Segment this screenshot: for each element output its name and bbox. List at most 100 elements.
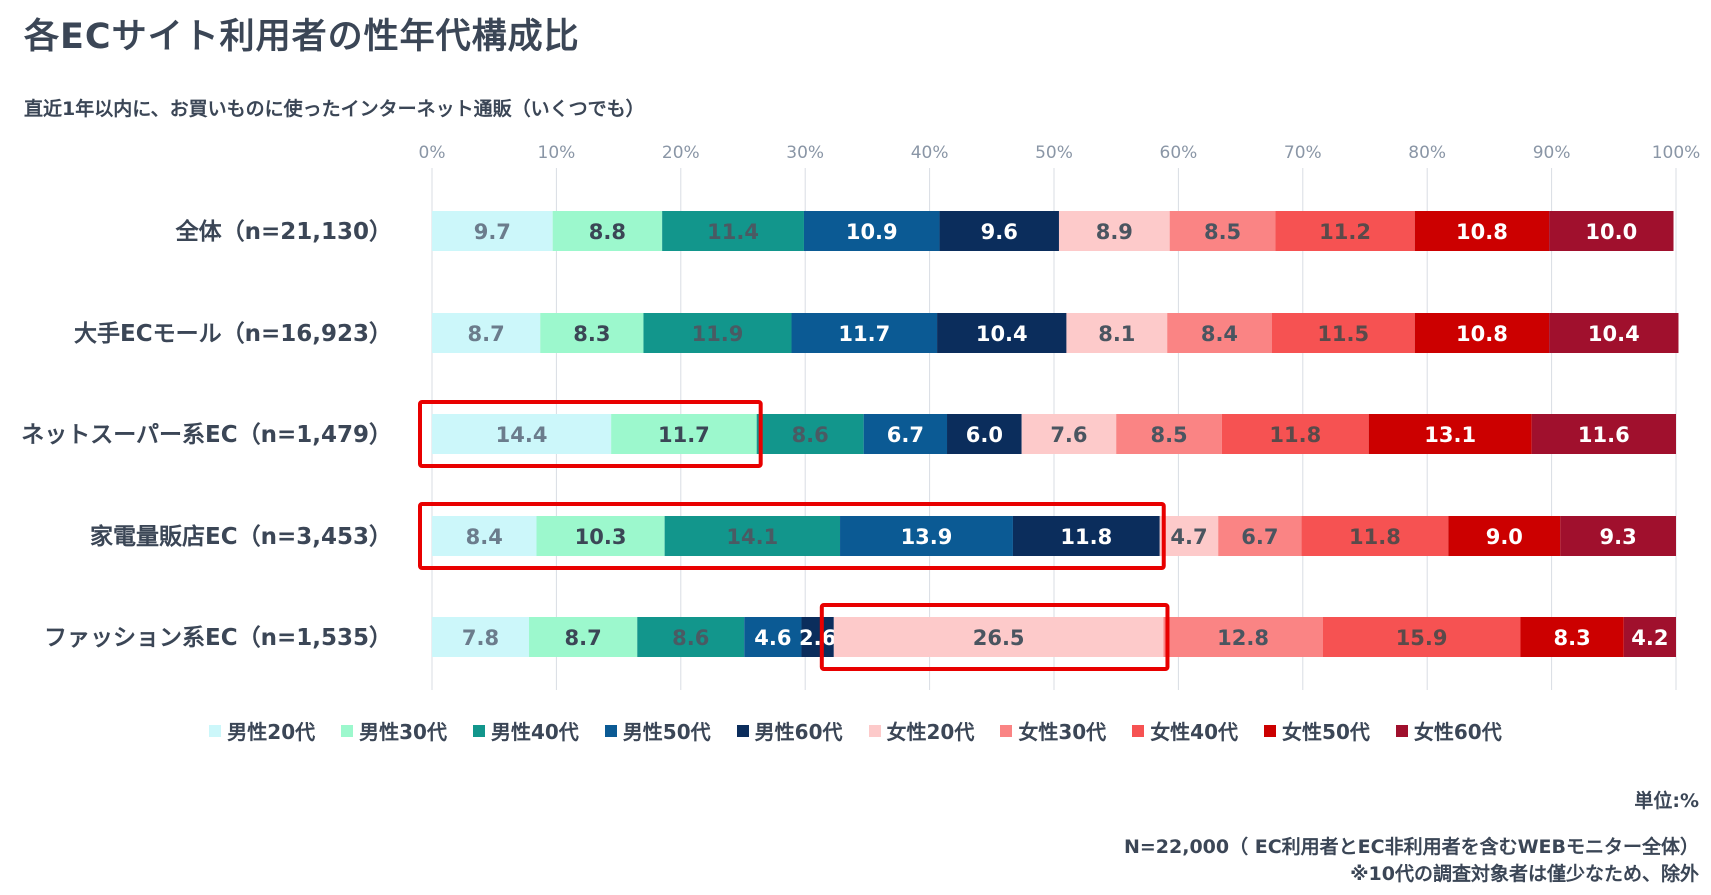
bar-segment (939, 211, 1059, 251)
x-tick-label: 30% (786, 143, 824, 163)
bar-segment (833, 617, 1164, 657)
bar-segment (1066, 313, 1168, 353)
bar-segment (801, 617, 834, 657)
bar-segment (664, 516, 841, 556)
bar-segment (1322, 617, 1521, 657)
category-label: 大手ECモール（n=16,923） (74, 320, 392, 347)
bar-segment (432, 617, 530, 657)
legend-swatch (472, 724, 485, 737)
data-label: 11.9 (692, 322, 744, 346)
data-label: 10.4 (1588, 322, 1640, 346)
bar-segment (1531, 414, 1676, 454)
bar-segment (432, 313, 541, 353)
x-tick-label: 90% (1533, 143, 1571, 163)
bar-segment (756, 414, 864, 454)
bar-segment (529, 617, 638, 657)
bar-segment (1301, 516, 1449, 556)
data-label: 11.2 (1319, 220, 1371, 244)
chart-legend: 男性20代 男性30代 男性40代 男性50代 男性60代 女性20代 女性30代 女性40代… (0, 716, 1711, 745)
bar-segment (1271, 313, 1415, 353)
legend-item: 女性40代 (1132, 716, 1238, 745)
data-label: 10.3 (575, 525, 627, 549)
legend-swatch (1264, 724, 1277, 737)
chart-title: 各ECサイト利用者の性年代構成比 (24, 17, 580, 57)
legend-label: 女性50代 (1282, 720, 1370, 744)
bar-segment (432, 414, 612, 454)
sample-footnote: N=22,000（ EC利用者とEC非利用者を含むWEBモニター全体） (1123, 836, 1699, 858)
data-label: 8.5 (1150, 423, 1187, 447)
data-label: 4.7 (1170, 525, 1207, 549)
bar-segment (1159, 516, 1219, 556)
data-label: 8.6 (672, 626, 709, 650)
legend-label: 男性50代 (622, 720, 711, 744)
data-label: 7.6 (1050, 423, 1087, 447)
bar-segment (1368, 414, 1532, 454)
data-label: 11.8 (1349, 525, 1401, 549)
bar-segment (432, 516, 537, 556)
legend-label: 男性60代 (754, 720, 843, 744)
data-label: 11.5 (1317, 322, 1369, 346)
legend-swatch (604, 724, 617, 737)
data-label: 11.7 (838, 322, 890, 346)
data-label: 8.7 (565, 626, 602, 650)
bar-segment (1275, 211, 1415, 251)
bar-segment (1414, 211, 1550, 251)
legend-item: 女性50代 (1264, 716, 1370, 745)
x-tick-label: 0% (419, 143, 446, 163)
data-label: 8.1 (1098, 322, 1135, 346)
legend-swatch (868, 724, 881, 737)
data-label: 10.0 (1585, 220, 1637, 244)
bar-segment (744, 617, 802, 657)
bar-segment (1058, 211, 1170, 251)
data-label: 10.8 (1456, 322, 1508, 346)
data-label: 8.9 (1096, 220, 1133, 244)
bar-segment (1560, 516, 1676, 556)
data-label: 6.7 (887, 423, 924, 447)
bar-segment (1448, 516, 1561, 556)
unit-note: 単位:% (1634, 790, 1699, 812)
legend-label: 男性20代 (227, 720, 316, 744)
data-label: 12.8 (1217, 626, 1269, 650)
category-label: 家電量販店EC（n=3,453） (90, 523, 392, 550)
data-label: 26.5 (973, 626, 1025, 650)
legend-item: 男性50代 (604, 716, 711, 745)
data-label: 8.7 (468, 322, 505, 346)
data-label: 6.0 (966, 423, 1003, 447)
bar-segment (1116, 414, 1222, 454)
x-tick-label: 40% (911, 143, 949, 163)
data-label: 11.8 (1060, 525, 1112, 549)
bar-segment (637, 617, 745, 657)
legend-swatch (1395, 724, 1408, 737)
legend-swatch (1132, 724, 1145, 737)
bar-segment (803, 211, 940, 251)
data-label: 8.4 (1201, 322, 1238, 346)
bar-segment (947, 414, 1022, 454)
category-label: ネットスーパー系EC（n=1,479） (21, 421, 392, 448)
data-label: 9.6 (981, 220, 1018, 244)
legend-swatch (209, 724, 222, 737)
legend-label: 女性60代 (1413, 720, 1502, 744)
data-label: 14.4 (496, 423, 548, 447)
bar-segment (1623, 617, 1676, 657)
data-label: 9.3 (1600, 525, 1637, 549)
data-label: 11.4 (707, 220, 759, 244)
bar-segment (611, 414, 757, 454)
bar-segment (791, 313, 938, 353)
data-label: 7.8 (462, 626, 499, 650)
data-label: 10.4 (976, 322, 1028, 346)
data-label: 11.6 (1578, 423, 1630, 447)
bar-segment (840, 516, 1013, 556)
bar-segment (1012, 516, 1160, 556)
bar-segment (1021, 414, 1117, 454)
data-label: 8.5 (1204, 220, 1241, 244)
data-label: 8.3 (1554, 626, 1591, 650)
x-tick-label: 80% (1408, 143, 1446, 163)
legend-item: 男性20代 (209, 716, 315, 745)
data-label: 8.4 (466, 525, 503, 549)
data-label: 10.9 (846, 220, 898, 244)
exclusion-footnote: ※10代の調査対象者は僅少なため、除外 (1350, 863, 1699, 885)
bar-segment (540, 313, 644, 353)
data-label: 9.7 (474, 220, 511, 244)
data-label: 10.8 (1456, 220, 1508, 244)
